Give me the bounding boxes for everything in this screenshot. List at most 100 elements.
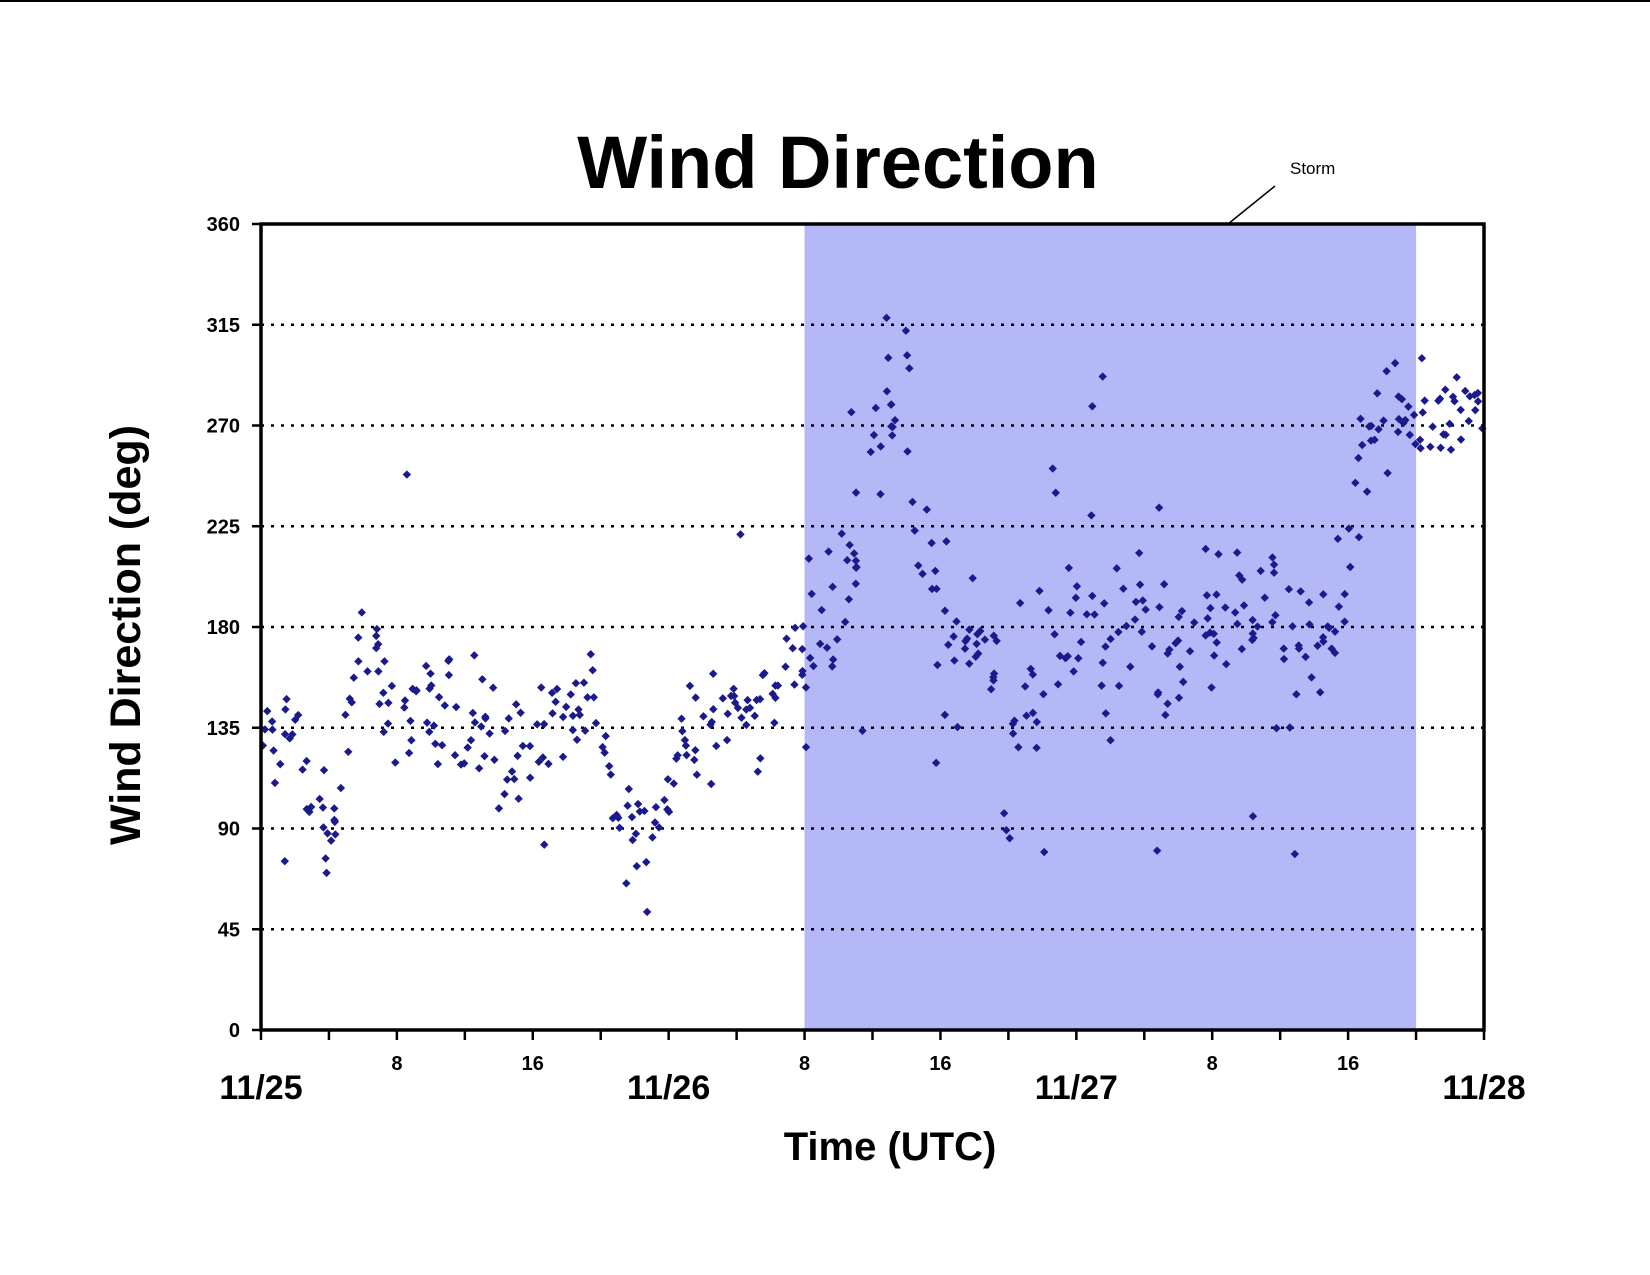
data-point — [1448, 392, 1458, 401]
data-point — [507, 767, 517, 776]
data-point — [318, 803, 328, 812]
data-point — [1333, 534, 1343, 544]
data-point — [426, 669, 435, 678]
data-point — [422, 718, 432, 727]
data-point — [383, 719, 393, 728]
data-point — [809, 661, 818, 671]
data-point — [1268, 617, 1277, 627]
data-point — [677, 714, 686, 723]
data-point — [805, 653, 815, 663]
data-point — [379, 688, 388, 698]
data-point — [588, 665, 597, 675]
data-point — [654, 823, 664, 832]
data-point — [1411, 439, 1420, 449]
data-point — [905, 364, 914, 373]
data-point — [1002, 825, 1011, 835]
data-point — [282, 694, 291, 704]
data-point — [294, 710, 303, 720]
data-point — [1390, 358, 1400, 368]
data-point — [357, 608, 366, 617]
data-point — [1141, 605, 1150, 614]
data-point — [408, 684, 417, 694]
data-point — [372, 643, 381, 653]
data-point — [1248, 812, 1258, 821]
x-minor-tick-label: 16 — [929, 1053, 951, 1075]
data-point — [650, 818, 660, 827]
data-point — [1014, 743, 1023, 752]
data-point — [1319, 637, 1328, 646]
data-point — [514, 794, 523, 803]
data-point — [1279, 644, 1288, 653]
data-point — [1119, 584, 1128, 593]
data-point — [500, 789, 509, 799]
data-point — [1340, 589, 1349, 599]
data-point — [1053, 680, 1063, 689]
data-point — [1446, 445, 1456, 454]
data-point — [918, 569, 927, 579]
data-point — [1334, 602, 1344, 611]
data-point — [989, 631, 998, 640]
data-point — [843, 555, 852, 565]
data-point — [815, 639, 825, 649]
data-point — [1114, 627, 1123, 637]
data-point — [742, 705, 751, 714]
data-point — [663, 775, 673, 784]
data-point — [1209, 651, 1219, 660]
data-point — [1130, 615, 1140, 624]
data-point — [425, 684, 434, 693]
data-point — [1154, 503, 1164, 512]
data-point — [1404, 402, 1413, 411]
data-point — [1022, 711, 1031, 720]
data-point — [1153, 688, 1163, 697]
data-point — [319, 765, 329, 775]
data-point — [1064, 563, 1074, 573]
data-point — [851, 488, 861, 497]
data-point — [1126, 662, 1135, 671]
data-point — [691, 693, 700, 702]
data-point — [884, 353, 893, 363]
y-tick-label: 0 — [229, 1020, 240, 1042]
data-point — [722, 735, 732, 745]
data-point — [551, 697, 560, 707]
data-point — [1048, 464, 1057, 473]
data-point — [1441, 430, 1450, 439]
data-point — [908, 497, 917, 507]
data-point — [690, 755, 699, 765]
data-point — [1288, 622, 1297, 631]
data-point — [263, 706, 272, 716]
data-point — [743, 695, 752, 705]
data-point — [927, 584, 937, 594]
data-point — [782, 634, 791, 643]
data-point — [285, 734, 294, 743]
data-point — [504, 714, 513, 723]
data-point — [1327, 644, 1336, 653]
data-point — [845, 540, 854, 550]
data-point — [402, 470, 412, 479]
data-point — [537, 683, 546, 692]
data-point — [974, 649, 983, 658]
x-minor-tick-label: 8 — [799, 1053, 810, 1075]
data-point — [1090, 610, 1099, 619]
data-point — [682, 750, 691, 760]
data-point — [940, 606, 950, 615]
data-point — [1373, 389, 1382, 398]
data-point — [712, 741, 721, 751]
data-point — [349, 673, 358, 682]
data-point — [470, 651, 479, 660]
data-point — [1256, 566, 1265, 576]
data-point — [876, 489, 885, 499]
data-point — [755, 694, 765, 704]
data-point — [1470, 390, 1479, 400]
data-point — [363, 667, 372, 676]
data-point — [379, 727, 388, 737]
data-point — [532, 720, 542, 729]
data-point — [1072, 582, 1082, 591]
data-point — [1354, 453, 1363, 463]
data-point — [1131, 597, 1141, 607]
data-point — [672, 754, 681, 763]
data-point — [1202, 591, 1212, 600]
data-point — [1026, 664, 1035, 674]
data-point — [1190, 618, 1199, 627]
data-point — [267, 717, 277, 726]
